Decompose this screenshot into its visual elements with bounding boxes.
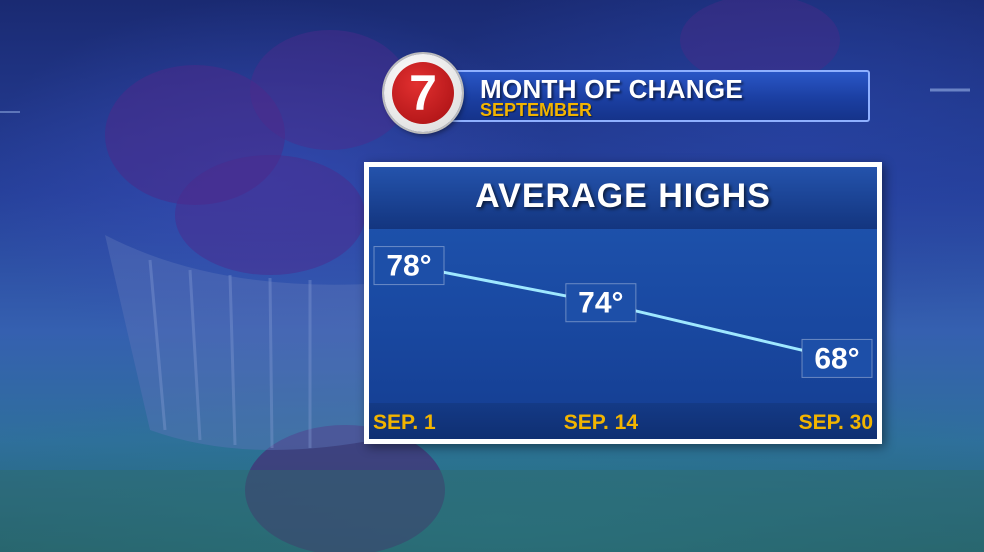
logo-red-disc: 7: [392, 62, 454, 124]
chart-title: AVERAGE HIGHS: [475, 177, 771, 215]
channel-7-logo: 7: [384, 54, 462, 132]
apple-shape: [175, 155, 365, 275]
apple-shape: [105, 65, 285, 205]
x-tick-label: SEP. 30: [799, 411, 873, 434]
chart-title-bar: AVERAGE HIGHS: [369, 167, 877, 229]
chart-panel: AVERAGE HIGHS 78° 74° 68° SEP. 1 SEP. 14 SEP.…: [364, 162, 882, 444]
data-point: 68°: [801, 338, 873, 378]
data-label-box: [801, 338, 873, 378]
header-banner: MONTH OF CHANGE SEPTEMBER: [438, 70, 870, 122]
apple-shape: [245, 425, 445, 552]
x-tick-label: SEP. 14: [564, 411, 639, 434]
data-label: 68°: [814, 342, 859, 375]
data-point: 78°: [373, 246, 445, 286]
data-label-box: [373, 246, 445, 286]
line-chart: 78° 74° 68° SEP. 1 SEP. 14 SEP. 30: [373, 246, 873, 434]
data-label-box: [565, 283, 637, 323]
x-tick-label: SEP. 1: [373, 411, 436, 434]
header-subtitle: SEPTEMBER: [480, 100, 593, 120]
basket-slats: [148, 259, 312, 449]
grass-band: [0, 470, 984, 552]
logo-text: 7: [409, 65, 437, 121]
chart-panel-inner: AVERAGE HIGHS 78° 74° 68° SEP. 1 SEP. 14 SEP.…: [369, 167, 877, 439]
data-point: 74°: [565, 283, 637, 323]
series-line-segment: [600, 301, 838, 360]
data-label: 74°: [578, 287, 623, 320]
x-axis-bar: [369, 403, 877, 439]
header-title: MONTH OF CHANGE: [480, 74, 744, 104]
data-label: 78°: [386, 250, 431, 283]
